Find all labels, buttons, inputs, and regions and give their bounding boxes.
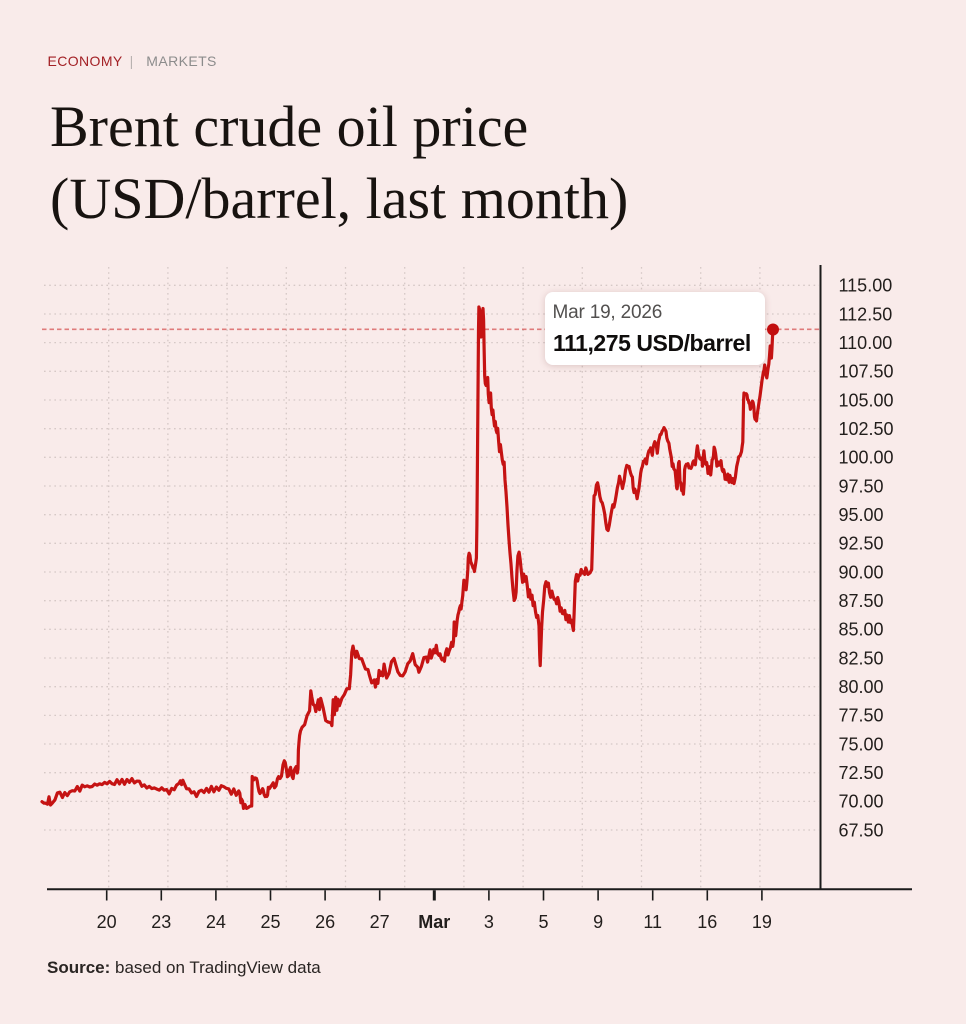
svg-text:11: 11: [643, 912, 662, 932]
svg-text:25: 25: [260, 912, 280, 932]
svg-text:9: 9: [593, 912, 603, 932]
svg-text:24: 24: [206, 912, 226, 932]
svg-text:75.00: 75.00: [839, 734, 884, 754]
svg-text:16: 16: [697, 912, 717, 932]
svg-text:110.00: 110.00: [839, 333, 893, 353]
svg-text:23: 23: [151, 912, 171, 932]
svg-text:87.50: 87.50: [839, 591, 884, 611]
svg-text:19: 19: [752, 912, 772, 932]
svg-text:90.00: 90.00: [839, 562, 884, 582]
svg-text:27: 27: [370, 912, 390, 932]
svg-text:72.50: 72.50: [839, 763, 884, 783]
svg-text:77.50: 77.50: [839, 706, 884, 726]
svg-text:Mar: Mar: [418, 912, 450, 932]
svg-text:85.00: 85.00: [839, 620, 884, 640]
svg-text:20: 20: [97, 912, 117, 932]
svg-text:105.00: 105.00: [839, 390, 894, 410]
svg-text:112.50: 112.50: [839, 304, 893, 324]
svg-text:92.50: 92.50: [839, 534, 884, 554]
svg-text:26: 26: [315, 912, 335, 932]
svg-text:115.00: 115.00: [839, 276, 893, 296]
svg-text:95.00: 95.00: [839, 505, 884, 525]
svg-text:67.50: 67.50: [839, 820, 884, 840]
svg-text:97.50: 97.50: [839, 476, 884, 496]
svg-text:70.00: 70.00: [839, 792, 884, 812]
svg-text:100.00: 100.00: [839, 448, 894, 468]
svg-text:5: 5: [538, 912, 548, 932]
svg-text:107.50: 107.50: [839, 362, 894, 382]
svg-text:3: 3: [484, 912, 494, 932]
svg-text:82.50: 82.50: [839, 648, 884, 668]
svg-text:102.50: 102.50: [839, 419, 894, 439]
svg-text:80.00: 80.00: [839, 677, 884, 697]
